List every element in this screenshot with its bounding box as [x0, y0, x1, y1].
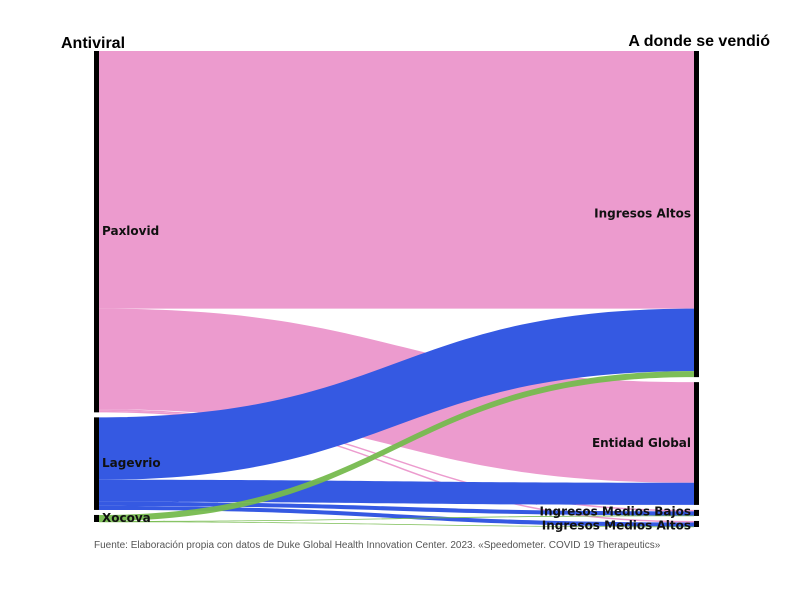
node-xocova: [94, 514, 99, 522]
right-header: A donde se vendió: [628, 33, 770, 50]
flow-lagevrio-to-entidad-global: [99, 479, 694, 505]
label-paxlovid: Paxlovid: [102, 224, 159, 238]
flow-links: [99, 51, 694, 528]
label-ingresos-medios-altos: Ingresos Medios Altos: [542, 518, 691, 532]
label-entidad-global: Entidad Global: [592, 436, 691, 450]
label-ingresos-altos: Ingresos Altos: [594, 207, 691, 221]
node-paxlovid: [94, 51, 99, 413]
flow-lagevrio-to-ingresos-altos: [99, 308, 694, 480]
flow-xocova-to-ingresos-medios-bajos: [99, 515, 694, 522]
label-lagevrio: Lagevrio: [102, 456, 161, 470]
node-ingresos-medios-bajos: [694, 509, 699, 516]
flow-xocova-to-ingresos-altos: [99, 371, 694, 521]
node-lagevrio: [94, 417, 99, 510]
source-note: Fuente: Elaboración propia con datos de …: [94, 540, 661, 551]
left-header: Antiviral: [61, 35, 125, 52]
flow-paxlovid-to-ingresos-medios-altos: [99, 410, 694, 523]
flow-paxlovid-to-ingresos-altos: [99, 51, 694, 309]
node-ingresos-altos: [694, 51, 699, 378]
flow-paxlovid-to-ingresos-medios-bajos: [99, 409, 694, 512]
nodes: [94, 51, 699, 527]
node-ingresos-medios-altos: [694, 520, 699, 527]
node-entidad-global: [694, 382, 699, 505]
node-labels: Paxlovid Lagevrio Xocova Ingresos Altos Enti…: [102, 207, 691, 533]
flow-lagevrio-to-ingresos-medios-altos: [99, 505, 694, 527]
flow-xocova-to-ingresos-medios-altos: [99, 521, 694, 528]
label-ingresos-medios-bajos: Ingresos Medios Bajos: [540, 504, 691, 518]
label-xocova: Xocova: [102, 511, 151, 525]
